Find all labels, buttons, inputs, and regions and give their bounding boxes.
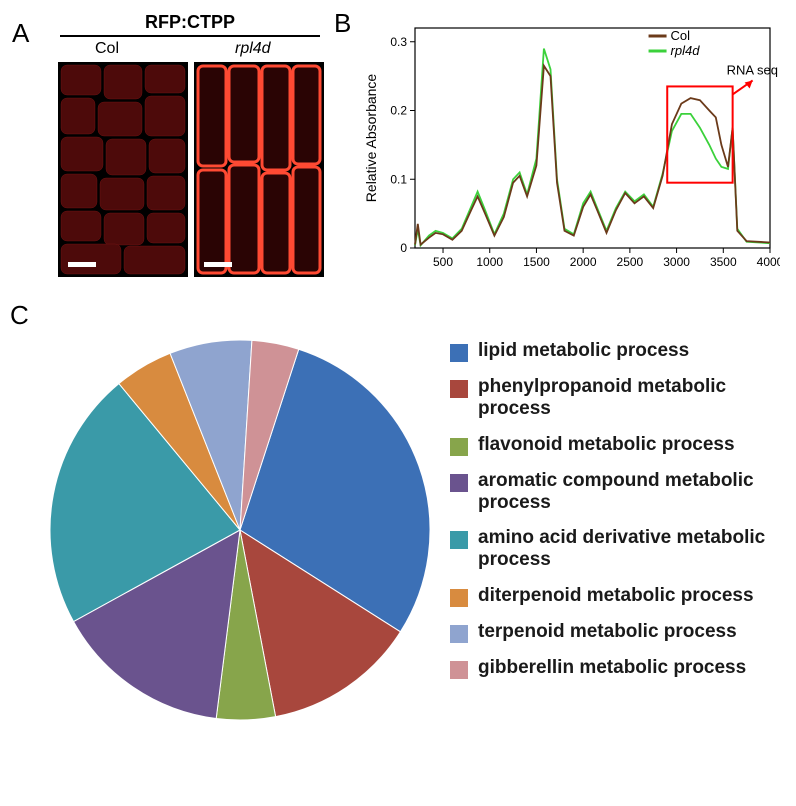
legend-text: aromatic compound metabolic process — [478, 470, 780, 514]
legend-text: gibberellin metabolic process — [478, 657, 746, 679]
svg-text:1500: 1500 — [523, 255, 550, 269]
svg-text:3000: 3000 — [663, 255, 690, 269]
microscopy-rpl4d — [194, 62, 324, 277]
svg-text:0.1: 0.1 — [390, 172, 407, 186]
legend-swatch — [450, 661, 468, 679]
legend-text: lipid metabolic process — [478, 340, 689, 362]
microscopy-col — [58, 62, 188, 277]
legend-swatch — [450, 474, 468, 492]
svg-text:2000: 2000 — [570, 255, 597, 269]
legend-text: diterpenoid metabolic process — [478, 585, 754, 607]
microscopy-rpl4d-svg — [194, 62, 324, 277]
svg-text:rpl4d: rpl4d — [671, 43, 701, 58]
polysome-chart: 0 0.1 0.2 0.3 500 1000 1500 2000 2500 3000 3500 400… — [360, 18, 780, 278]
microscopy-col-svg — [58, 62, 188, 277]
svg-text:0.3: 0.3 — [390, 35, 407, 49]
legend-swatch — [450, 344, 468, 362]
legend-swatch — [450, 625, 468, 643]
svg-text:0.2: 0.2 — [390, 104, 407, 118]
svg-text:4000: 4000 — [757, 255, 780, 269]
panel-c-label: C — [10, 300, 29, 331]
scalebar-rpl4d — [204, 262, 232, 267]
legend-row: amino acid derivative metabolic process — [450, 527, 780, 571]
legend-row: aromatic compound metabolic process — [450, 470, 780, 514]
legend-swatch — [450, 589, 468, 607]
legend-text: amino acid derivative metabolic process — [478, 527, 780, 571]
legend-swatch — [450, 438, 468, 456]
legend-row: gibberellin metabolic process — [450, 657, 780, 679]
legend-swatch — [450, 531, 468, 549]
svg-text:RNA seq: RNA seq — [727, 62, 778, 77]
svg-text:1000: 1000 — [476, 255, 503, 269]
legend-text: terpenoid metabolic process — [478, 621, 737, 643]
legend-row: phenylpropanoid metabolic process — [450, 376, 780, 420]
panel-b-label: B — [334, 8, 351, 39]
pie-chart — [40, 330, 440, 730]
svg-text:2500: 2500 — [617, 255, 644, 269]
rfp-ctpp-header: RFP:CTPP — [60, 12, 320, 37]
svg-text:0: 0 — [400, 241, 407, 255]
col-column-label: Col — [95, 40, 119, 58]
svg-text:Relative Absorbance: Relative Absorbance — [363, 74, 379, 203]
svg-text:500: 500 — [433, 255, 453, 269]
rpl4d-column-label: rpl4d — [235, 40, 271, 58]
legend-text: flavonoid metabolic process — [478, 434, 735, 456]
legend-row: diterpenoid metabolic process — [450, 585, 780, 607]
pie-legend: lipid metabolic process phenylpropanoid m… — [450, 340, 780, 693]
legend-row: lipid metabolic process — [450, 340, 780, 362]
legend-swatch — [450, 380, 468, 398]
legend-row: flavonoid metabolic process — [450, 434, 780, 456]
legend-row: terpenoid metabolic process — [450, 621, 780, 643]
svg-text:3500: 3500 — [710, 255, 737, 269]
scalebar-col — [68, 262, 96, 267]
svg-text:Col: Col — [671, 28, 691, 43]
legend-text: phenylpropanoid metabolic process — [478, 376, 780, 420]
panel-a-label: A — [12, 18, 29, 49]
